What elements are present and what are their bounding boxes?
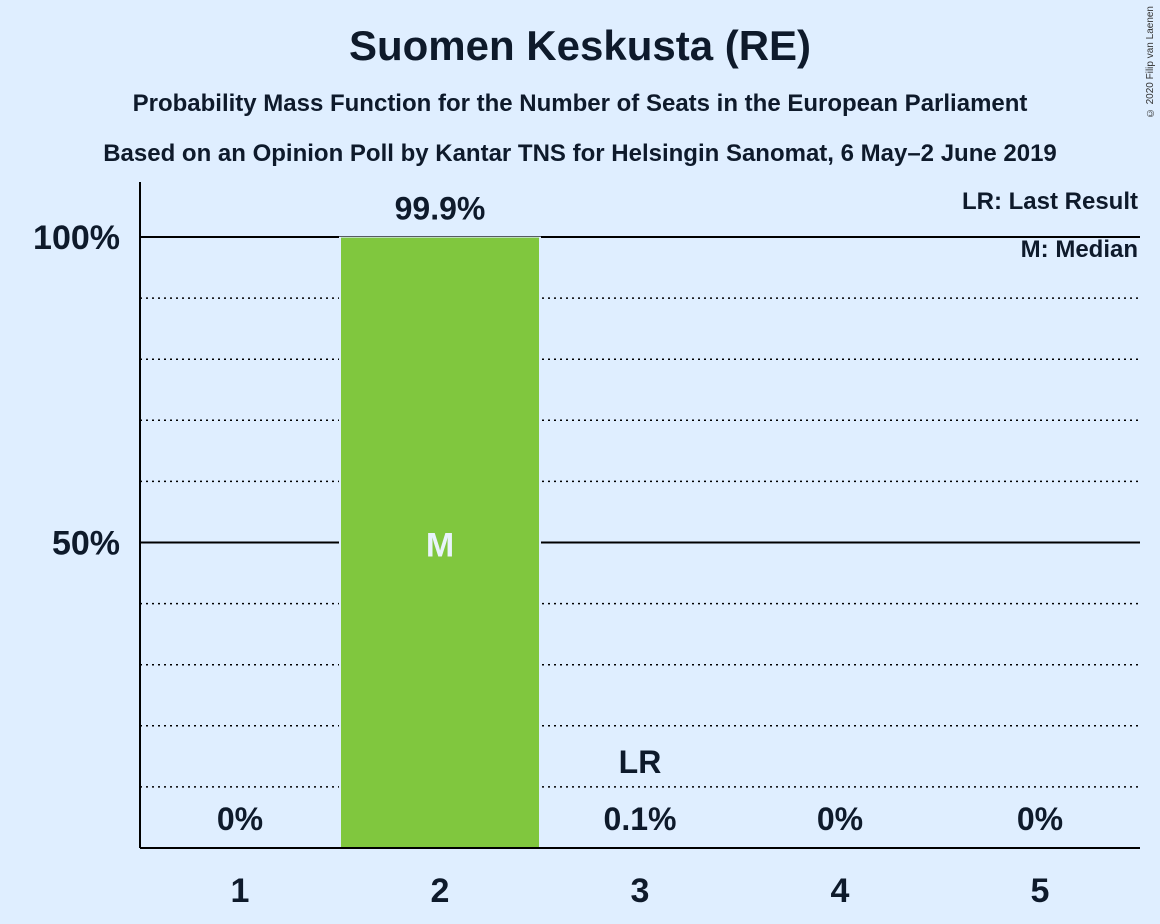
legend-last-result: LR: Last Result <box>962 188 1138 215</box>
x-tick-label: 2 <box>431 872 450 910</box>
axes <box>139 182 1140 849</box>
gridlines: 50% 100% <box>33 219 1140 788</box>
legend-median: M: Median <box>1021 236 1138 263</box>
last-result-marker: LR <box>619 744 662 780</box>
value-label: 0% <box>217 801 263 837</box>
chart-source: Based on an Opinion Poll by Kantar TNS f… <box>103 140 1057 167</box>
y-tick-label: 50% <box>52 525 120 563</box>
y-tick-label: 100% <box>33 219 120 257</box>
chart-title: Suomen Keskusta (RE) <box>348 22 812 69</box>
bars <box>339 236 541 849</box>
value-labels: 0% 1 99.9% 2 M 0.1% 3 LR 0% 4 0% 5 <box>217 191 1063 910</box>
value-label: 0% <box>1017 801 1063 837</box>
value-label: 0.1% <box>604 801 677 837</box>
x-tick-label: 3 <box>631 872 650 910</box>
value-label: 99.9% <box>395 191 486 227</box>
x-tick-label: 4 <box>831 872 850 910</box>
value-label: 0% <box>817 801 863 837</box>
x-tick-label: 1 <box>231 872 250 910</box>
chart-subtitle: Probability Mass Function for the Number… <box>132 90 1028 117</box>
x-tick-label: 5 <box>1031 872 1050 910</box>
median-marker: M <box>426 527 454 565</box>
bar <box>341 237 539 849</box>
